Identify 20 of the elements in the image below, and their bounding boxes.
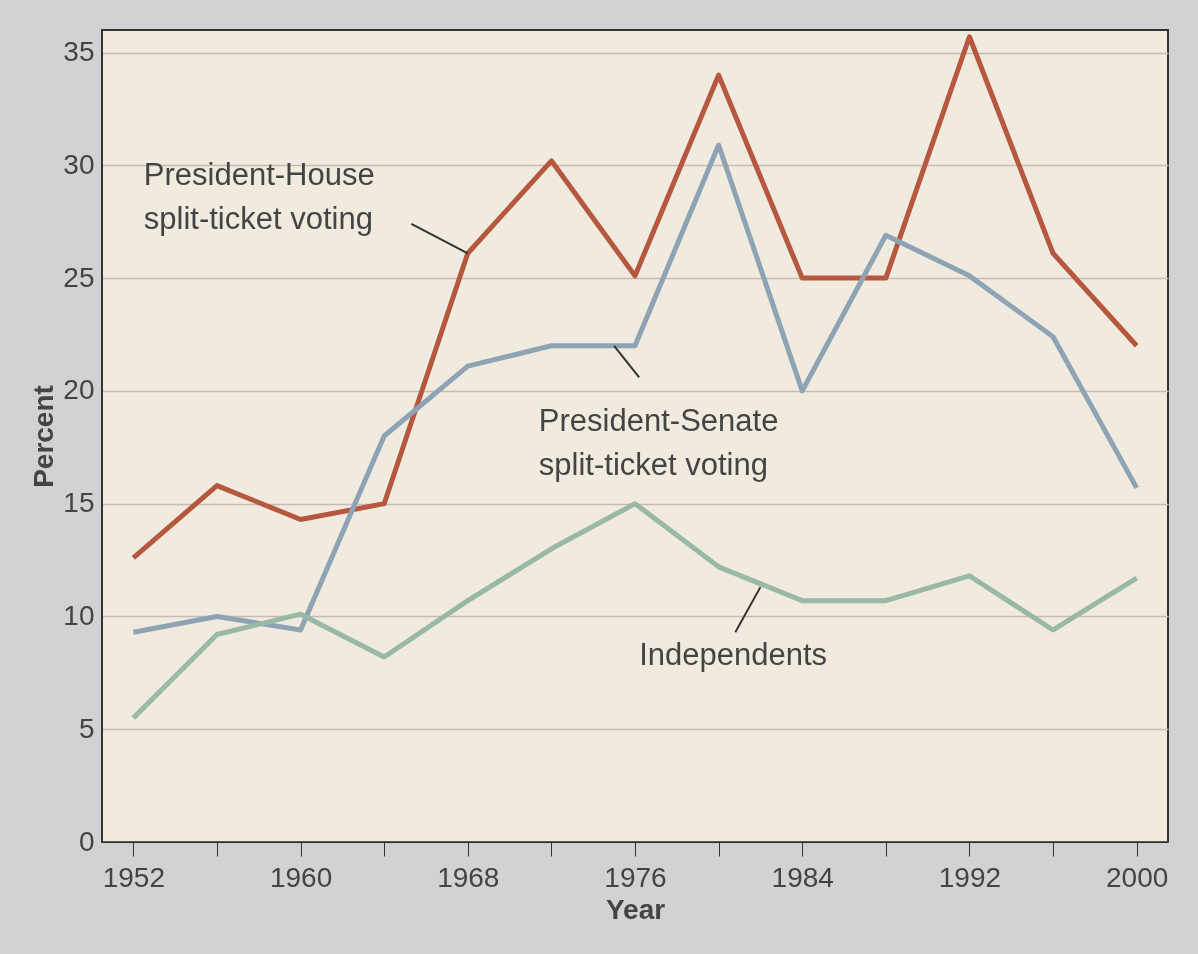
y-tick-label: 15 (63, 487, 95, 519)
x-tick-label: 1976 (604, 861, 667, 893)
x-tick-label: 1984 (771, 861, 834, 893)
x-tick-label: 1968 (437, 861, 500, 893)
y-tick-label: 20 (63, 374, 95, 406)
annotation: President-House split-ticket voting (143, 156, 375, 236)
x-tick-label: 1960 (269, 861, 333, 893)
y-tick-label: 0 (78, 825, 95, 857)
y-tick-label: 25 (63, 261, 95, 293)
y-tick-label: 10 (63, 599, 95, 631)
x-tick-label: 2000 (1106, 861, 1169, 893)
annotation: Independents (639, 637, 828, 673)
x-tick-label: 1952 (102, 861, 165, 893)
y-tick-label: 5 (78, 712, 95, 744)
x-tick-label: 1992 (938, 861, 1002, 893)
y-tick-label: 35 (63, 36, 95, 68)
annotation: President-Senate split-ticket voting (538, 402, 779, 482)
x-axis-title: Year (605, 893, 666, 925)
y-axis-title: Percent (28, 385, 60, 488)
y-tick-label: 30 (63, 148, 95, 180)
